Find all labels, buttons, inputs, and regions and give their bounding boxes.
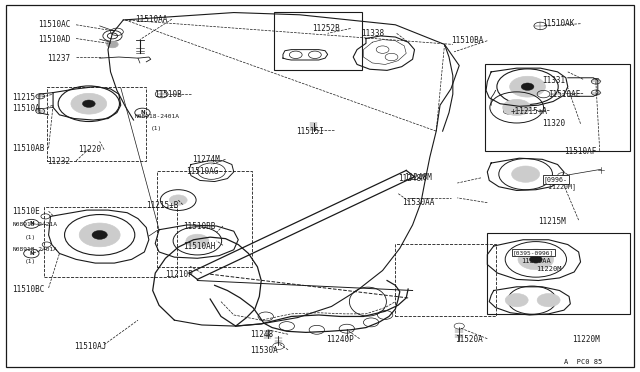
Text: 11510AG: 11510AG xyxy=(186,167,218,176)
Text: (1): (1) xyxy=(25,235,36,240)
Text: 11220: 11220 xyxy=(79,145,102,154)
Text: 11252B: 11252B xyxy=(312,24,340,33)
Bar xyxy=(157,171,252,267)
Circle shape xyxy=(521,83,534,90)
Bar xyxy=(47,87,146,161)
Text: 11510AF: 11510AF xyxy=(564,147,596,156)
Text: I1331: I1331 xyxy=(542,76,565,85)
Circle shape xyxy=(529,256,542,263)
Text: A  PC0 85: A PC0 85 xyxy=(564,359,602,365)
Circle shape xyxy=(502,99,531,116)
Text: 11510AK: 11510AK xyxy=(542,19,575,28)
Text: 11520A: 11520A xyxy=(456,335,483,344)
Text: (1): (1) xyxy=(151,126,162,131)
Circle shape xyxy=(170,195,187,205)
Circle shape xyxy=(71,93,107,114)
Text: 11530AA: 11530AA xyxy=(402,198,434,207)
Text: 11510AD: 11510AD xyxy=(38,35,70,44)
Circle shape xyxy=(505,294,528,307)
Text: 11210P: 11210P xyxy=(166,270,193,279)
Text: 11274M: 11274M xyxy=(192,155,220,164)
Text: 11520AA: 11520AA xyxy=(521,258,551,264)
Bar xyxy=(484,64,630,151)
Text: +11215+A: +11215+A xyxy=(510,107,547,116)
Text: 11510E: 11510E xyxy=(12,208,40,217)
Text: 11248M: 11248M xyxy=(404,173,432,182)
Text: 11510BB: 11510BB xyxy=(182,221,215,231)
Circle shape xyxy=(83,100,95,108)
Text: N: N xyxy=(140,110,145,115)
Text: 11220M: 11220M xyxy=(536,266,561,272)
Circle shape xyxy=(509,76,545,97)
Circle shape xyxy=(511,166,540,182)
Text: 11510AB: 11510AB xyxy=(12,144,45,153)
Text: 11510BC: 11510BC xyxy=(12,285,45,294)
Text: [0395-0996]: [0395-0996] xyxy=(513,250,554,255)
Text: 11240P: 11240P xyxy=(326,335,354,344)
Text: 11510AC: 11510AC xyxy=(38,20,70,29)
Circle shape xyxy=(518,249,554,270)
Text: I1510AE: I1510AE xyxy=(548,90,581,99)
Text: N08918-2401A: N08918-2401A xyxy=(135,114,180,119)
Text: 11248: 11248 xyxy=(250,330,273,340)
Bar xyxy=(44,207,177,277)
Text: 11232: 11232 xyxy=(47,157,70,166)
Circle shape xyxy=(92,231,108,239)
Text: 11515I: 11515I xyxy=(296,126,323,136)
Text: 11510AH: 11510AH xyxy=(182,241,215,250)
Text: 11220M: 11220M xyxy=(572,335,600,344)
Text: 11338: 11338 xyxy=(362,29,385,38)
Text: [0996-: [0996- xyxy=(543,176,568,183)
Bar xyxy=(396,244,496,317)
Text: 11510B: 11510B xyxy=(154,90,182,99)
Text: 11510BA: 11510BA xyxy=(451,36,483,45)
Circle shape xyxy=(186,234,209,247)
Bar xyxy=(274,12,362,70)
Text: 11320: 11320 xyxy=(542,119,565,128)
Text: 11510AA: 11510AA xyxy=(135,15,167,24)
Text: 11237: 11237 xyxy=(47,54,70,62)
Text: 11220M]: 11220M] xyxy=(543,183,575,190)
Text: 11510AJ: 11510AJ xyxy=(74,341,106,350)
Text: N: N xyxy=(29,251,34,256)
Text: 11510A: 11510A xyxy=(12,104,40,113)
Text: 11215: 11215 xyxy=(12,93,35,102)
Text: N08918-2401A: N08918-2401A xyxy=(12,247,57,252)
Text: 11215M: 11215M xyxy=(538,217,566,226)
Text: N08918-2421A: N08918-2421A xyxy=(12,222,57,227)
Text: 11530A: 11530A xyxy=(250,346,278,355)
Text: 11248M: 11248M xyxy=(398,174,426,183)
Circle shape xyxy=(537,294,560,307)
Circle shape xyxy=(107,41,118,48)
Circle shape xyxy=(79,223,120,247)
Text: (1): (1) xyxy=(25,260,36,264)
Bar xyxy=(487,233,630,314)
Text: N: N xyxy=(29,221,34,226)
Text: 11215+B: 11215+B xyxy=(147,201,179,210)
